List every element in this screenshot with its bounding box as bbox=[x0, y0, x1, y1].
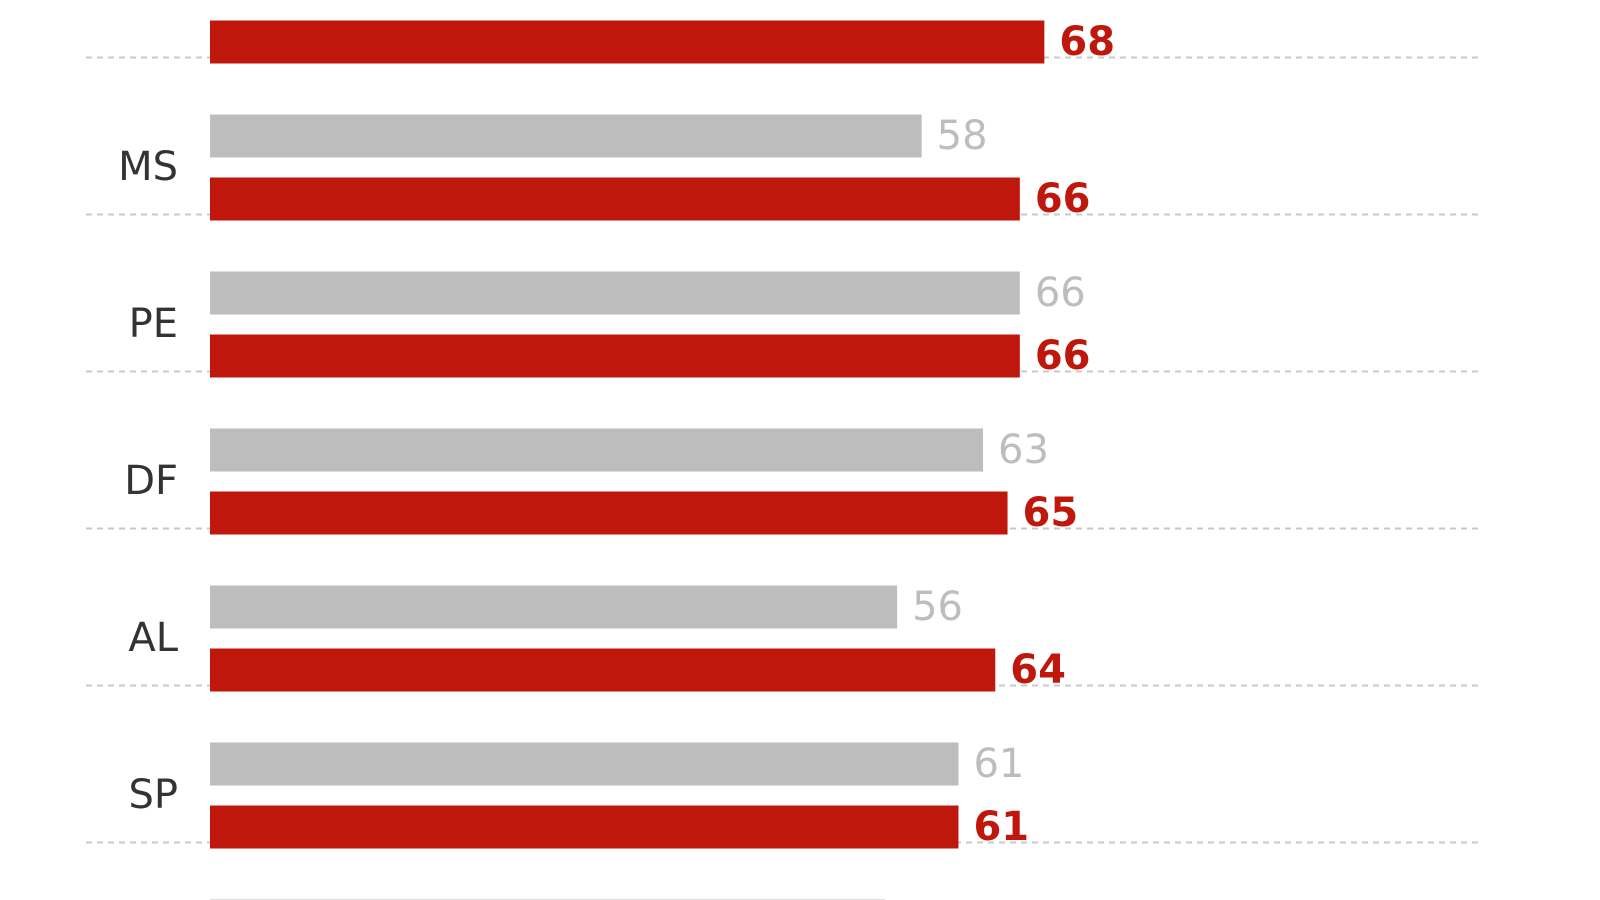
category-label-sp: SP bbox=[128, 772, 178, 818]
bar-previous-df bbox=[210, 428, 984, 472]
bar-previous-ms bbox=[210, 114, 922, 158]
value-label-previous-ms: 58 bbox=[937, 113, 988, 159]
bar-previous-pe bbox=[210, 271, 1020, 315]
bar-previous-sp bbox=[210, 742, 959, 786]
value-label-current-row0: 68 bbox=[1059, 19, 1115, 65]
value-label-current-sp: 61 bbox=[973, 804, 1029, 850]
value-label-current-al: 64 bbox=[1010, 647, 1066, 693]
labels: 68 MS 58 66 PE 66 66 DF 63 65 AL 56 64 SP 61 61 55 bbox=[118, 19, 1115, 900]
bar-current-ms bbox=[210, 177, 1020, 221]
value-label-current-ms: 66 bbox=[1035, 176, 1091, 222]
category-label-pe: PE bbox=[129, 301, 178, 347]
category-label-al: AL bbox=[128, 615, 178, 661]
bar-previous-al bbox=[210, 585, 898, 629]
bar-current-pe bbox=[210, 334, 1020, 378]
value-label-previous-row6: 55 bbox=[900, 898, 951, 900]
bars bbox=[210, 20, 1045, 900]
value-label-previous-pe: 66 bbox=[1035, 270, 1086, 316]
value-label-previous-df: 63 bbox=[998, 427, 1049, 473]
category-label-ms: MS bbox=[118, 144, 178, 190]
bar-current-row0 bbox=[210, 20, 1045, 64]
value-label-current-pe: 66 bbox=[1035, 333, 1091, 379]
bar-current-sp bbox=[210, 805, 959, 849]
value-label-current-df: 65 bbox=[1023, 490, 1079, 536]
value-label-previous-sp: 61 bbox=[973, 741, 1024, 787]
value-label-previous-al: 56 bbox=[912, 584, 963, 630]
bar-current-al bbox=[210, 648, 996, 692]
category-label-df: DF bbox=[124, 458, 178, 504]
bar-current-df bbox=[210, 491, 1008, 535]
